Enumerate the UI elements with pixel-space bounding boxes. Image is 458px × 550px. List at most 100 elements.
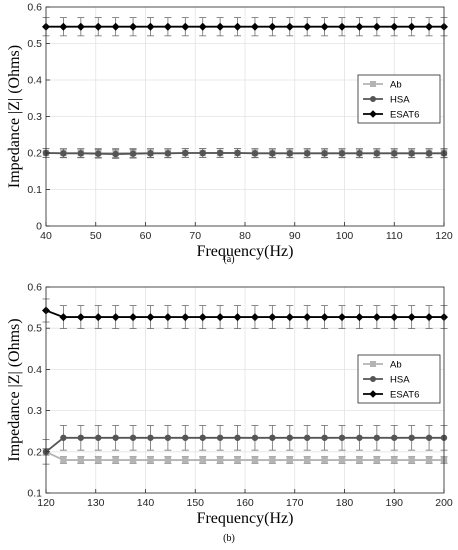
x-tick-label: 80: [239, 230, 251, 242]
data-point-hsa: [164, 434, 172, 441]
data-point-hsa: [60, 434, 67, 441]
chart-panel-b: 120 130 140 150 160 170 180 190 200 0.1 0.2 0.3 0.4 0…: [6, 282, 453, 545]
x-tick-label: 150: [186, 497, 204, 509]
data-point-hsa: [95, 434, 102, 441]
data-point-ab: [147, 456, 154, 464]
data-point-hsa: [269, 150, 276, 157]
x-tick-label: 190: [385, 497, 403, 509]
data-point-esat6: [111, 22, 120, 31]
legend: Ab HSA ESAT6: [357, 354, 441, 404]
x-tick-label: 70: [189, 230, 201, 242]
data-point-hsa: [425, 434, 433, 441]
data-point-ab: [303, 456, 311, 464]
data-point-hsa: [199, 149, 206, 157]
data-point-hsa: [321, 150, 328, 157]
data-point-hsa: [112, 434, 119, 441]
data-point-hsa: [269, 434, 276, 441]
data-point-ab: [216, 456, 224, 464]
data-point-ab: [112, 456, 119, 464]
data-point-hsa: [129, 434, 137, 441]
x-tick-label: 140: [137, 497, 155, 509]
data-point-hsa: [425, 150, 433, 157]
data-point-hsa: [251, 434, 259, 441]
x-tick-label: 130: [87, 497, 105, 509]
data-point-ab: [356, 456, 363, 464]
data-point-ab: [60, 456, 67, 464]
data-point-hsa: [286, 434, 293, 441]
data-point-esat6: [338, 313, 347, 322]
data-point-hsa: [338, 150, 346, 157]
data-point-ab: [234, 456, 241, 464]
data-point-esat6: [303, 313, 312, 322]
data-point-esat6: [355, 22, 364, 31]
data-point-ab: [269, 456, 276, 464]
data-point-esat6: [94, 313, 103, 322]
data-point-ab: [199, 456, 206, 464]
data-point-ab: [77, 456, 85, 464]
data-point-hsa: [356, 150, 363, 157]
data-point-hsa: [216, 149, 224, 157]
data-point-esat6: [320, 313, 329, 322]
data-point-esat6: [233, 22, 242, 31]
data-point-ab: [373, 456, 381, 464]
data-point-esat6: [146, 22, 155, 31]
data-point-ab: [338, 456, 346, 464]
y-tick-label: 0: [36, 221, 42, 233]
data-point-hsa: [303, 150, 311, 157]
y-axis-label: Impedance |Z| (Ohms): [6, 45, 23, 188]
data-point-esat6: [216, 313, 225, 322]
data-point-hsa: [321, 434, 328, 441]
x-tick-label: 170: [286, 497, 304, 509]
data-point-esat6: [198, 313, 207, 322]
x-tick-label: 110: [386, 230, 403, 242]
data-point-ab: [391, 456, 398, 464]
data-point-hsa: [251, 150, 259, 157]
data-point-esat6: [233, 313, 242, 322]
data-point-esat6: [76, 22, 85, 31]
data-point-esat6: [407, 22, 416, 31]
legend-marker-hsa: [370, 376, 376, 382]
data-point-hsa: [164, 150, 172, 157]
data-point-hsa: [303, 434, 311, 441]
data-point-esat6: [163, 313, 172, 322]
data-point-esat6: [198, 22, 207, 31]
y-tick-label: 0.2: [27, 148, 42, 160]
legend-label-ab: Ab: [390, 360, 402, 371]
data-point-esat6: [129, 313, 138, 322]
data-point-hsa: [234, 149, 241, 157]
x-tick-label: 40: [40, 230, 52, 242]
data-point-ab: [129, 456, 137, 464]
data-point-hsa: [338, 434, 346, 441]
data-point-esat6: [146, 313, 155, 322]
data-point-esat6: [372, 22, 381, 31]
data-point-hsa: [234, 434, 241, 441]
y-tick-label: 0.1: [27, 184, 42, 196]
data-point-hsa: [95, 150, 102, 157]
data-point-esat6: [250, 313, 259, 322]
legend-label-esat6: ESAT6: [390, 110, 419, 121]
x-axis-label: Frequency(Hz): [197, 510, 294, 527]
data-point-ab: [286, 456, 293, 464]
data-point-esat6: [181, 22, 190, 31]
legend-label-hsa: HSA: [390, 95, 410, 106]
y-tick-label: 0.5: [27, 323, 42, 335]
x-tick-label: 120: [37, 497, 55, 509]
data-point-hsa: [182, 434, 189, 441]
legend-marker-hsa: [370, 96, 376, 102]
legend-label-esat6: ESAT6: [390, 390, 419, 401]
data-point-hsa: [147, 150, 154, 157]
data-point-esat6: [250, 22, 259, 31]
data-point-hsa: [408, 434, 415, 441]
data-point-ab: [251, 456, 259, 464]
data-point-esat6: [94, 22, 103, 31]
data-point-esat6: [390, 22, 399, 31]
data-point-hsa: [112, 150, 119, 158]
x-tick-label: 180: [336, 497, 354, 509]
data-point-esat6: [59, 313, 68, 322]
legend-marker-esat6: [369, 390, 377, 398]
data-point-esat6: [129, 22, 138, 31]
y-axis-label: Impedance |Z| (Ohms): [6, 318, 23, 461]
y-tick-label: 0.6: [27, 2, 42, 14]
legend-marker-esat6: [369, 110, 377, 118]
x-tick-label: 60: [140, 230, 152, 242]
